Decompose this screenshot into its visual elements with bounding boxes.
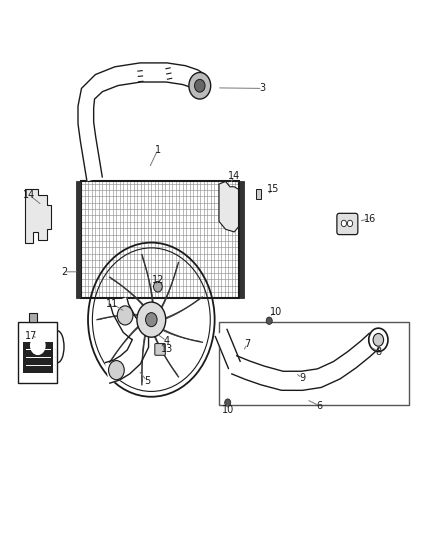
- Text: 2: 2: [61, 267, 67, 277]
- Circle shape: [145, 313, 157, 327]
- Text: 14: 14: [228, 171, 240, 181]
- Text: 4: 4: [163, 336, 170, 346]
- Text: 13: 13: [160, 344, 173, 354]
- Polygon shape: [219, 181, 243, 232]
- Bar: [76, 181, 81, 298]
- Bar: [81, 181, 239, 298]
- Bar: [256, 189, 261, 199]
- Bar: [219, 322, 409, 405]
- Polygon shape: [215, 329, 240, 368]
- Text: 5: 5: [144, 376, 150, 386]
- Text: 3: 3: [260, 83, 266, 93]
- Circle shape: [347, 220, 353, 227]
- Bar: [22, 342, 53, 373]
- Circle shape: [137, 302, 166, 337]
- Circle shape: [266, 317, 272, 325]
- Circle shape: [341, 220, 346, 227]
- FancyBboxPatch shape: [155, 344, 165, 356]
- FancyBboxPatch shape: [337, 213, 358, 235]
- Text: 1: 1: [155, 144, 161, 155]
- Text: 17: 17: [25, 330, 37, 341]
- Text: 6: 6: [316, 401, 322, 411]
- Circle shape: [117, 306, 133, 325]
- Text: 8: 8: [375, 346, 381, 357]
- Polygon shape: [78, 63, 205, 181]
- Circle shape: [153, 281, 162, 292]
- Text: 12: 12: [152, 275, 164, 285]
- Polygon shape: [106, 298, 148, 383]
- Polygon shape: [232, 333, 379, 390]
- Bar: [239, 181, 244, 298]
- Bar: [29, 313, 37, 322]
- Circle shape: [225, 399, 231, 406]
- Circle shape: [373, 334, 384, 346]
- Text: 14: 14: [23, 190, 35, 200]
- Text: 11: 11: [106, 298, 118, 309]
- Text: 10: 10: [222, 405, 234, 415]
- Text: 15: 15: [267, 184, 280, 195]
- Polygon shape: [25, 189, 51, 243]
- Circle shape: [189, 72, 211, 99]
- Bar: [81, 181, 239, 298]
- Text: 16: 16: [364, 214, 376, 224]
- Circle shape: [30, 336, 46, 355]
- Bar: [18, 322, 57, 383]
- Circle shape: [109, 361, 124, 379]
- Text: 7: 7: [244, 338, 251, 349]
- Text: 10: 10: [270, 306, 282, 317]
- Circle shape: [194, 79, 205, 92]
- Text: 9: 9: [299, 373, 305, 383]
